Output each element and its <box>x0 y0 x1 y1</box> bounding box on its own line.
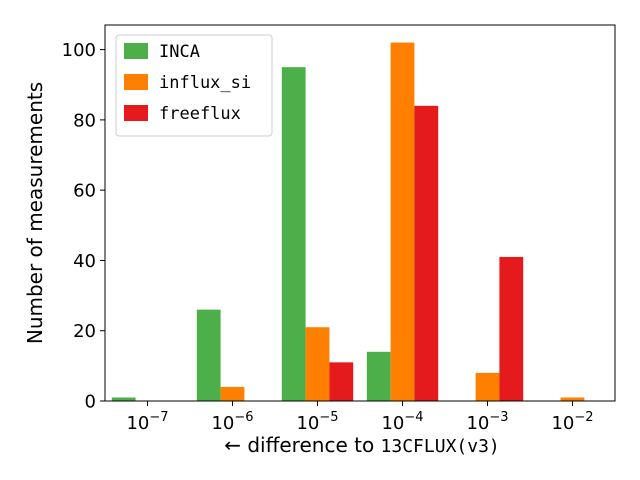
bar-influx-si-4 <box>475 372 500 401</box>
bar-influx-si-5 <box>560 397 585 401</box>
bar-inca-2 <box>281 67 306 402</box>
x-tick-label: 10−7 <box>126 410 168 434</box>
y-tick-label: 40 <box>73 251 96 272</box>
x-tick-label: 10−4 <box>381 410 423 434</box>
x-tick-label: 10−2 <box>551 410 593 434</box>
y-axis-label: Number of measurements <box>23 82 47 344</box>
x-tick-label: 10−5 <box>296 410 338 434</box>
axes-layer: 0 20 40 60 80 100 10−7 10−6 10−5 10−4 10−3 10−2 <box>62 24 616 434</box>
x-axis-label: ← difference to 13CFLUX(v3) <box>224 433 500 457</box>
bar-influx-si-1 <box>220 386 245 401</box>
legend-swatch <box>124 74 148 90</box>
bar-inca-1 <box>196 309 221 401</box>
x-tick-label: 10−3 <box>466 410 508 434</box>
bar-inca-3 <box>366 351 391 401</box>
legend: INCA influx_si freeflux <box>115 34 273 137</box>
bars-layer <box>111 42 585 402</box>
y-tick-label: 20 <box>73 321 96 342</box>
legend-label: freeflux <box>159 104 241 124</box>
x-tick-label: 10−6 <box>211 410 253 434</box>
y-tick-label: 100 <box>62 40 96 61</box>
bar-freeflux-4 <box>499 256 524 401</box>
legend-label: influx_si <box>159 73 251 93</box>
bar-inca-0 <box>111 397 136 401</box>
plot-frame <box>104 24 616 402</box>
bar-influx-si-3 <box>390 42 415 401</box>
bar-freeflux-3 <box>414 105 439 401</box>
x-axis-label-code: 13CFLUX(v3) <box>381 436 500 457</box>
legend-box <box>115 34 273 137</box>
y-tick-label: 0 <box>85 392 96 413</box>
bar-freeflux-2 <box>329 362 354 401</box>
y-tick-label: 80 <box>73 110 96 131</box>
legend-swatch <box>124 105 148 121</box>
y-tick-label: 60 <box>73 181 96 202</box>
legend-label: INCA <box>159 42 200 62</box>
x-axis-label-prefix: ← difference to <box>224 433 380 457</box>
bar-influx-si-2 <box>305 327 330 401</box>
legend-swatch <box>124 43 148 59</box>
